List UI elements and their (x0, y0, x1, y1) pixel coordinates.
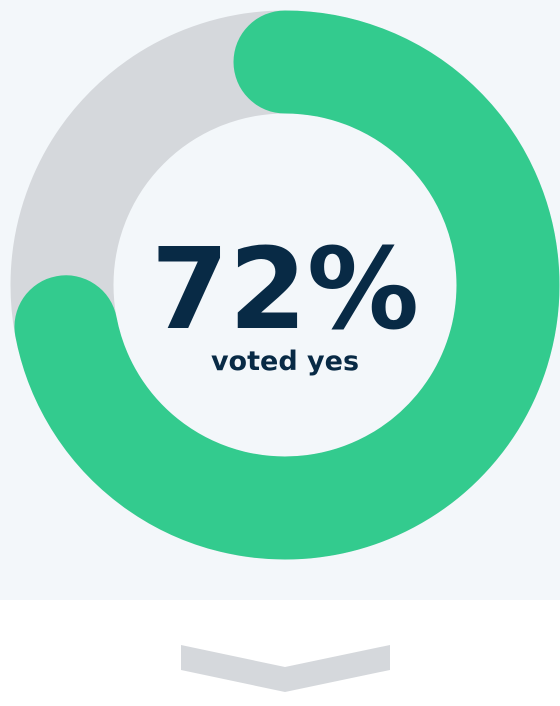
caption-label: voted yes (211, 346, 359, 377)
percentage-value: 72% (151, 225, 419, 355)
pointer-chevron (181, 645, 390, 692)
donut-yes-slice (14, 10, 560, 560)
